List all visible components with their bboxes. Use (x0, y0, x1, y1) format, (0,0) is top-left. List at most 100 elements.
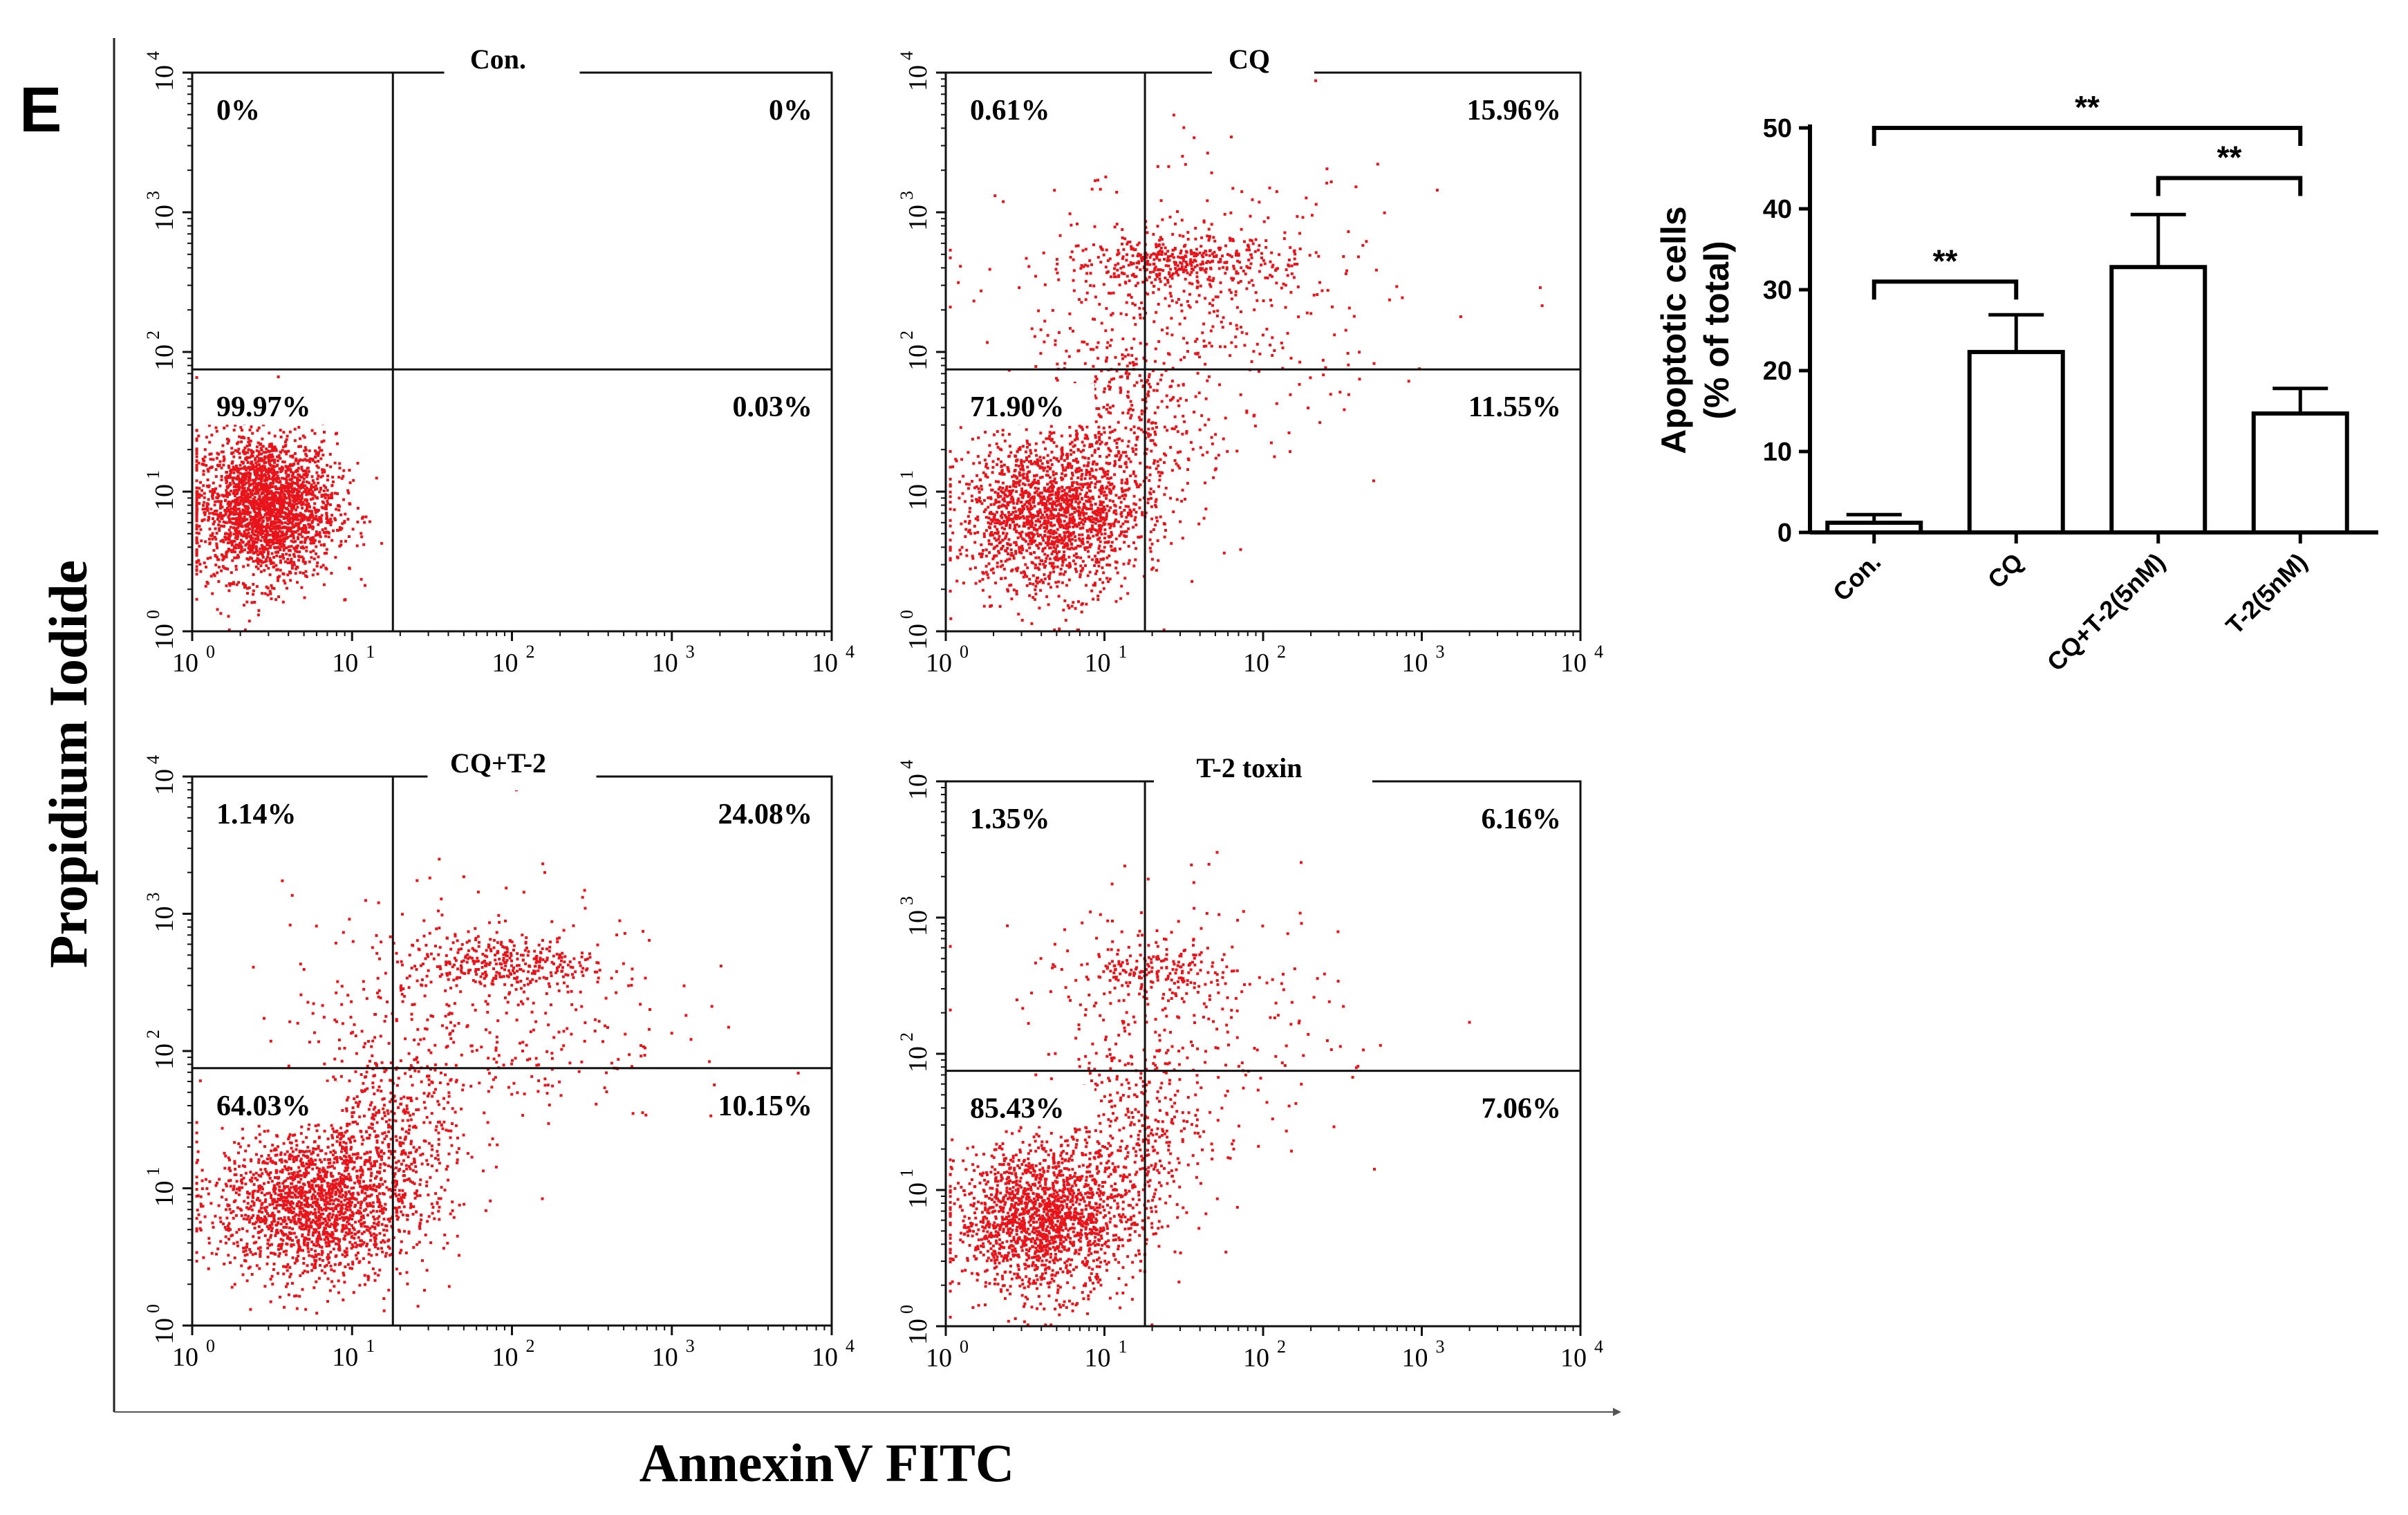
scatter-point (1005, 487, 1008, 490)
scatter-point (1137, 241, 1141, 245)
scatter-point (1258, 352, 1262, 355)
scatter-point (1047, 465, 1049, 469)
scatter-point (274, 449, 278, 452)
scatter-point (984, 548, 988, 552)
scatter-point (1094, 482, 1097, 485)
scatter-point (1270, 275, 1273, 278)
y-tick-exponent: 1 (143, 470, 163, 479)
scatter-point (277, 550, 280, 553)
scatter-point (1202, 340, 1206, 343)
scatter-point (235, 527, 239, 530)
scatter-point (243, 467, 246, 470)
scatter-point (330, 539, 334, 542)
scatter-point (1099, 528, 1103, 531)
scatter-point (277, 510, 280, 514)
scatter-point (265, 511, 268, 514)
scatter-point (272, 556, 275, 559)
scatter-point (1029, 505, 1033, 508)
scatter-point (1374, 268, 1378, 272)
scatter-point (235, 492, 239, 496)
scatter-point (1155, 273, 1158, 276)
scatter-point (297, 445, 301, 448)
scatter-point (1170, 252, 1174, 256)
scatter-point (316, 573, 319, 576)
scatter-point (270, 584, 273, 587)
scatter-point (226, 567, 230, 570)
scatter-point (279, 451, 283, 454)
scatter-point (312, 538, 315, 541)
scatter-point (1324, 366, 1327, 369)
scatter-point (319, 449, 322, 452)
scatter-point (1110, 338, 1113, 342)
scatter-point (1046, 483, 1049, 486)
quadrant-label-upper-right: 0% (769, 95, 812, 127)
scatter-point (1235, 250, 1238, 253)
scatter-point (255, 468, 259, 472)
scatter-point (1078, 521, 1081, 525)
scatter-point (304, 515, 307, 519)
scatter-point (1107, 481, 1110, 484)
scatter-point (1068, 498, 1072, 501)
scatter-point (363, 521, 366, 524)
scatter-point (231, 517, 234, 521)
scatter-point (299, 571, 302, 575)
scatter-point (1194, 352, 1197, 355)
scatter-point (283, 547, 286, 550)
scatter-point (228, 502, 232, 505)
scatter-point (978, 461, 981, 465)
scatter-point (236, 474, 240, 478)
scatter-point (1293, 257, 1296, 261)
scatter-point (252, 478, 254, 482)
scatter-point (1249, 239, 1252, 242)
scatter-point (1049, 586, 1052, 589)
scatter-point (321, 474, 324, 478)
scatter-point (1347, 306, 1351, 310)
scatter-point (317, 523, 320, 526)
scatter-point (279, 429, 282, 432)
scatter-point (210, 434, 214, 437)
scatter-point (1286, 274, 1289, 277)
scatter-point (265, 469, 268, 472)
scatter-point (308, 457, 312, 461)
scatter-point (1118, 458, 1121, 461)
scatter-point (272, 507, 276, 510)
scatter-point (1388, 298, 1391, 301)
scatter-point (255, 523, 258, 527)
scatter-point (1063, 535, 1066, 537)
scatter-point (233, 556, 236, 559)
scatter-point (292, 563, 296, 566)
scatter-point (1000, 469, 1004, 472)
scatter-point (1030, 542, 1033, 546)
scatter-point (1229, 291, 1233, 295)
scatter-point (242, 483, 245, 487)
scatter-point (1126, 592, 1130, 595)
scatter-point (1459, 315, 1462, 318)
scatter-point (1195, 271, 1199, 275)
scatter-point (1046, 461, 1049, 464)
scatter-point (195, 449, 198, 453)
scatter-point (295, 499, 299, 502)
scatter-point (260, 485, 263, 489)
scatter-point (1152, 291, 1155, 295)
scatter-point (1006, 588, 1009, 591)
scatter-point (1182, 234, 1185, 238)
scatter-point (1008, 584, 1011, 587)
scatter-point (1007, 433, 1011, 436)
scatter-point (295, 492, 299, 495)
scatter-point (263, 455, 267, 458)
y-tick-exponent: 4 (143, 51, 163, 60)
scatter-point (1179, 256, 1182, 259)
scatter-point (1158, 277, 1161, 281)
scatter-point (1068, 513, 1072, 517)
scatter-point (1261, 333, 1264, 337)
scatter-point (1065, 496, 1069, 500)
scatter-point (1094, 502, 1097, 505)
scatter-point (1231, 239, 1235, 243)
scatter-point (1099, 467, 1102, 470)
scatter-point (1072, 601, 1075, 604)
scatter-point (1053, 508, 1056, 511)
scatter-point (253, 517, 256, 520)
scatter-point (239, 520, 242, 523)
scatter-point (246, 461, 250, 464)
scatter-point (995, 480, 998, 483)
